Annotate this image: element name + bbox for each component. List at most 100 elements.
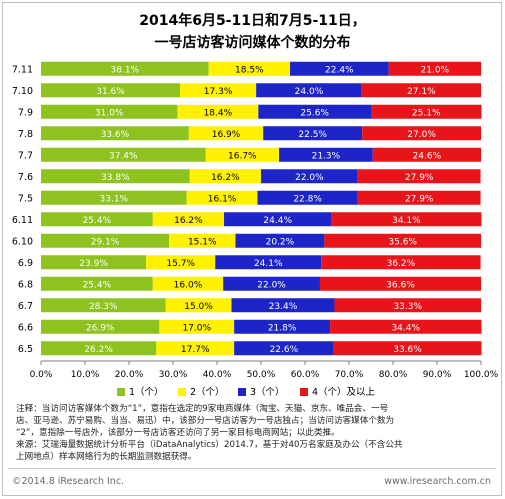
data-label: 26.9% (86, 323, 115, 333)
data-label: 28.3% (89, 302, 118, 312)
data-label: 22.0% (257, 280, 286, 290)
bar-segment (235, 233, 325, 248)
bar-segment (41, 233, 170, 248)
data-label: 15.1% (188, 237, 217, 247)
source-line: 上网地点）样本网络行为的长期监测数据获得。 (16, 452, 197, 462)
bar-segment (146, 255, 216, 270)
data-label: 33.6% (101, 130, 130, 140)
bar-segment (263, 126, 363, 141)
data-label: 38.1% (111, 65, 140, 75)
category-label: 6.9 (18, 258, 33, 269)
category-label: 6.10 (12, 236, 33, 247)
legend-swatch (238, 388, 246, 396)
data-label: 31.6% (96, 87, 125, 97)
bar-segment (224, 212, 332, 227)
bar-segment (152, 276, 224, 291)
category-label: 6.11 (12, 215, 33, 226)
footer-divider (8, 468, 496, 469)
category-label: 7.8 (18, 129, 33, 140)
chart-notes: 注释：当访问访客媒体个数为“1”，意指在选定的9家电商媒体（淘宝、天猫、京东、唯… (16, 403, 494, 463)
bar-segment (321, 255, 481, 270)
data-label: 16.9% (212, 130, 241, 140)
data-label: 33.8% (101, 173, 130, 183)
data-label: 26.2% (84, 345, 113, 355)
data-label: 23.4% (269, 302, 298, 312)
data-label: 37.4% (109, 151, 138, 161)
bar-segment (41, 169, 190, 184)
data-label: 22.4% (325, 65, 354, 75)
bar-segment (324, 233, 481, 248)
bar-segment (333, 341, 482, 356)
bar-segment (330, 319, 482, 334)
data-label: 17.0% (182, 323, 211, 333)
copyright-text: ©2014.8 iResearch Inc. (12, 476, 125, 487)
chart-title-line-2: 一号店访客访问媒体个数的分布 (154, 35, 351, 51)
bar-segment (41, 83, 181, 98)
bar-segment (361, 83, 481, 98)
note-line: “2”，意指除一号店外，该部分一号店访客还访问了另一家目标电商网站；以此类推。 (16, 428, 340, 438)
stacked-bar-chart: 7.11 38.1% 18.5% 22.4% 21.0% 7.10 31.6% 17.3% 24… (12, 61, 499, 398)
category-label: 6.6 (18, 322, 33, 333)
data-label: 15.7% (166, 259, 195, 269)
bar-segment (279, 147, 373, 162)
data-label: 16.7% (228, 151, 257, 161)
bar-segment (41, 341, 157, 356)
data-label: 36.2% (387, 259, 416, 269)
data-label: 22.0% (295, 173, 324, 183)
category-label: 7.10 (12, 86, 33, 97)
data-label: 34.4% (391, 323, 420, 333)
data-label: 25.6% (300, 108, 329, 118)
source-line: 来源：艾瑞海量数据统计分析平台（iDataAnalytics）2014.7，基于… (16, 440, 403, 450)
bar-segment (41, 104, 178, 119)
data-label: 33.6% (393, 345, 422, 355)
bar-segment (261, 169, 358, 184)
data-label: 21.3% (312, 151, 341, 161)
data-label: 16.0% (174, 280, 203, 290)
legend-swatch (178, 388, 186, 396)
bar-segment (41, 319, 160, 334)
data-label: 16.2% (211, 173, 240, 183)
data-label: 18.5% (235, 65, 264, 75)
data-label: 21.0% (421, 65, 450, 75)
data-label: 16.2% (174, 216, 203, 226)
data-label: 17.7% (181, 345, 210, 355)
data-label: 24.1% (254, 259, 283, 269)
x-tick-label: 80.0% (379, 370, 408, 380)
category-label: 7.11 (12, 64, 33, 75)
category-label: 7.6 (18, 172, 33, 183)
bar-segment (215, 255, 322, 270)
x-tick-label: 30.0% (159, 370, 188, 380)
bar-segment (357, 190, 481, 205)
data-label: 25.4% (83, 216, 112, 226)
bar-segment (258, 104, 371, 119)
bar-segment (41, 276, 153, 291)
data-label: 22.5% (298, 130, 327, 140)
data-label: 24.6% (413, 151, 442, 161)
category-label: 6.8 (18, 279, 33, 290)
data-label: 22.8% (293, 194, 322, 204)
bar-segment (41, 147, 206, 162)
bar-segment (177, 104, 259, 119)
bar-segment (372, 147, 481, 162)
bar-segment (41, 212, 153, 227)
data-label: 18.4% (204, 108, 233, 118)
bar-segment (165, 298, 232, 313)
data-label: 25.1% (412, 108, 441, 118)
bar-segment (205, 147, 280, 162)
data-label: 33.3% (393, 302, 422, 312)
bar-segment (186, 190, 258, 205)
bar-segment (41, 190, 187, 205)
bar-segment (159, 319, 235, 334)
bar-segment (223, 276, 320, 291)
legend-swatch (117, 388, 125, 396)
x-tick-label: 50.0% (247, 370, 276, 380)
bar-segment (234, 319, 331, 334)
data-label: 36.6% (386, 280, 415, 290)
data-label: 27.0% (407, 130, 436, 140)
data-label: 24.4% (263, 216, 292, 226)
bar-segment (371, 104, 482, 119)
data-label: 15.0% (184, 302, 213, 312)
data-label: 17.3% (204, 87, 233, 97)
bar-segment (208, 61, 291, 76)
category-label: 6.5 (18, 344, 33, 355)
